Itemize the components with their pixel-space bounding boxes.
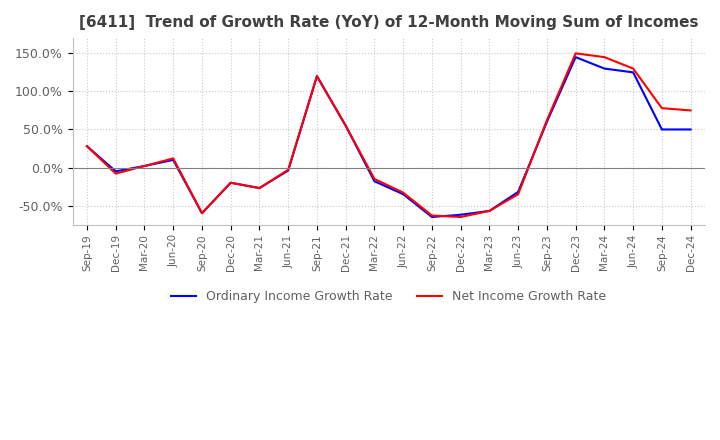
Net Income Growth Rate <box>169 156 178 161</box>
Net Income Growth Rate <box>284 167 292 172</box>
Ordinary Income Growth Rate <box>686 127 695 132</box>
Net Income Growth Rate <box>543 117 552 123</box>
Net Income Growth Rate <box>341 123 350 128</box>
Ordinary Income Growth Rate <box>226 180 235 185</box>
Line: Net Income Growth Rate: Net Income Growth Rate <box>87 53 690 217</box>
Net Income Growth Rate <box>312 73 321 79</box>
Net Income Growth Rate <box>686 108 695 113</box>
Ordinary Income Growth Rate <box>284 168 292 173</box>
Net Income Growth Rate <box>112 171 120 176</box>
Net Income Growth Rate <box>600 55 608 60</box>
Ordinary Income Growth Rate <box>112 169 120 174</box>
Ordinary Income Growth Rate <box>255 185 264 191</box>
Ordinary Income Growth Rate <box>370 179 379 184</box>
Net Income Growth Rate <box>370 176 379 182</box>
Legend: Ordinary Income Growth Rate, Net Income Growth Rate: Ordinary Income Growth Rate, Net Income … <box>166 285 611 308</box>
Net Income Growth Rate <box>197 211 206 216</box>
Net Income Growth Rate <box>399 190 408 195</box>
Net Income Growth Rate <box>629 66 637 71</box>
Ordinary Income Growth Rate <box>543 119 552 125</box>
Ordinary Income Growth Rate <box>629 70 637 75</box>
Net Income Growth Rate <box>255 185 264 191</box>
Ordinary Income Growth Rate <box>485 208 494 213</box>
Ordinary Income Growth Rate <box>514 189 523 194</box>
Net Income Growth Rate <box>657 106 666 111</box>
Ordinary Income Growth Rate <box>83 143 91 149</box>
Net Income Growth Rate <box>456 214 465 220</box>
Ordinary Income Growth Rate <box>140 163 149 169</box>
Line: Ordinary Income Growth Rate: Ordinary Income Growth Rate <box>87 57 690 217</box>
Ordinary Income Growth Rate <box>456 212 465 217</box>
Net Income Growth Rate <box>83 143 91 149</box>
Ordinary Income Growth Rate <box>600 66 608 71</box>
Net Income Growth Rate <box>226 180 235 185</box>
Ordinary Income Growth Rate <box>399 191 408 197</box>
Title: [6411]  Trend of Growth Rate (YoY) of 12-Month Moving Sum of Incomes: [6411] Trend of Growth Rate (YoY) of 12-… <box>79 15 698 30</box>
Ordinary Income Growth Rate <box>169 157 178 162</box>
Net Income Growth Rate <box>428 213 436 218</box>
Net Income Growth Rate <box>140 163 149 169</box>
Net Income Growth Rate <box>514 191 523 197</box>
Ordinary Income Growth Rate <box>312 73 321 79</box>
Net Income Growth Rate <box>485 208 494 213</box>
Ordinary Income Growth Rate <box>657 127 666 132</box>
Ordinary Income Growth Rate <box>341 123 350 128</box>
Ordinary Income Growth Rate <box>572 55 580 60</box>
Ordinary Income Growth Rate <box>197 211 206 216</box>
Net Income Growth Rate <box>572 51 580 56</box>
Ordinary Income Growth Rate <box>428 214 436 220</box>
